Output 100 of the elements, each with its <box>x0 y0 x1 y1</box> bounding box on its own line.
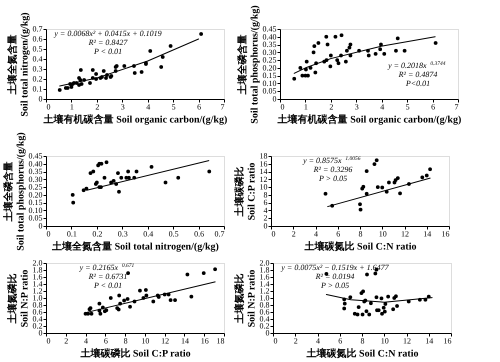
y-tick-label: 1.2 <box>32 286 42 296</box>
x-tick-label: 2 <box>95 102 100 112</box>
y-tick-label: 0.4 <box>260 314 270 324</box>
x-tick-label: 0.6 <box>194 230 204 238</box>
x-tick-label: 6 <box>197 102 202 112</box>
y-tick-label: 1.2 <box>260 286 270 296</box>
y-tick-label: 0.10 <box>262 78 276 88</box>
y-tick-label: 18 <box>260 152 268 160</box>
y-tick-label: 0 <box>264 222 268 230</box>
x-tick-label: 3 <box>354 102 359 112</box>
y-axis-title: 土壤碳磷比 Soil C:P ratio <box>234 162 258 220</box>
y-tick-label: 0.2 <box>32 74 42 84</box>
y-tick-label: 1.8 <box>32 266 42 274</box>
x-axis-title: 土壤有机碳含量 Soil organic carbon/(g/kg) <box>42 114 228 126</box>
y-tick-label: 0.10 <box>28 206 42 215</box>
x-axis-title: 土壤碳磷比 Soil C:P ratio <box>79 348 191 360</box>
x-tick-label: 12 <box>403 336 411 346</box>
x-tick-label: 4 <box>380 102 384 112</box>
x-tick-label: 6 <box>336 230 340 238</box>
y-tick-label: 8 <box>264 190 268 200</box>
y-tick-label: 1.8 <box>260 266 270 274</box>
y-tick-label: 0.40 <box>262 32 276 42</box>
annotation: P < 0.01 <box>92 47 122 56</box>
y-tick-label: 2.0 <box>260 258 270 268</box>
y-axis-title: 土壤全磷含量 Soil total phosphorus/(g/kg) <box>236 5 260 124</box>
y-tick-label: 0.35 <box>28 167 42 176</box>
y-tick-label: 0.2 <box>260 322 270 330</box>
x-tick-label: 18 <box>216 336 224 346</box>
x-tick-label: 10 <box>378 230 387 238</box>
y-tick-label: 14 <box>260 167 268 176</box>
x-tick-label: 16 <box>444 336 452 346</box>
y-tick-label: 0.3 <box>32 64 42 74</box>
y-tick-label: 0.05 <box>28 214 42 223</box>
x-tick-label: 0.3 <box>118 230 128 238</box>
x-tick-label: 2 <box>292 230 296 238</box>
annotation: P < 0.01 <box>92 281 122 290</box>
y-tick-label: 0.6 <box>260 308 270 316</box>
x-axis-title: 土壤碳氮比 Soil C:N ratio <box>304 240 416 252</box>
x-tick-label: 6 <box>431 102 436 112</box>
x-tick-label: 2 <box>64 336 68 346</box>
y-axis-title: 土壤全磷含量 Soil total phosphorus/(g/kg) <box>2 132 26 251</box>
y-tick-label: 0.05 <box>262 86 276 96</box>
x-tick-label: 8 <box>124 336 128 346</box>
x-tick-label: 4 <box>84 336 88 346</box>
y-tick-label: 0.8 <box>32 300 42 310</box>
y-tick-label: 0.1 <box>32 84 42 94</box>
y-tick-label: 0 <box>38 328 42 338</box>
y-tick-label: 1.6 <box>32 272 42 282</box>
x-tick-label: 16 <box>200 336 209 346</box>
y-tick-label: 0.30 <box>262 48 276 57</box>
y-tick-label: 0.20 <box>28 190 42 200</box>
annotation: R² = 0.3296 <box>312 165 352 174</box>
y-tick-label: 0.15 <box>262 71 276 80</box>
x-tick-label: 10 <box>380 336 389 346</box>
x-tick-label: 0.5 <box>168 230 179 238</box>
y-tick-label: 16 <box>260 159 268 168</box>
y-tick-label: 0.30 <box>28 174 42 184</box>
x-tick-label: 5 <box>406 102 410 112</box>
x-tick-label: 1 <box>70 102 74 112</box>
y-tick-label: 0.4 <box>32 314 42 324</box>
x-tick-label: 0.4 <box>143 230 154 238</box>
annotation: P<0.01 <box>404 79 430 88</box>
annotation: R² = 0.6731 <box>88 272 128 281</box>
x-tick-label: 14 <box>423 230 432 238</box>
y-axis-title: 土壤全氮含量 Soil total nitrogen/(g/kg) <box>6 12 30 117</box>
y-axis-title: 土壤氮磷比 Soil N:P ratio <box>234 270 258 328</box>
y-tick-label: 0 <box>266 328 270 338</box>
y-tick-label: 10 <box>260 182 268 192</box>
x-tick-label: 0.1 <box>66 230 77 238</box>
x-tick-label: 14 <box>425 336 434 346</box>
y-tick-label: 0.6 <box>32 34 42 44</box>
y-tick-label: 2 <box>264 214 268 223</box>
x-axis-title: 土壤全氮含量 Soil total nitrogen/(g/kg) <box>51 240 219 252</box>
y-tick-label: 1.0 <box>260 294 270 302</box>
x-tick-label: 6 <box>104 336 108 346</box>
x-tick-label: 4 <box>146 102 150 112</box>
y-tick-label: 0 <box>38 94 42 104</box>
y-tick-label: 0.2 <box>32 322 42 330</box>
x-tick-label: 16 <box>442 230 450 238</box>
x-tick-label: 0 <box>46 336 50 346</box>
y-tick-label: 0 <box>272 94 276 104</box>
y-tick-label: 0.15 <box>28 198 42 208</box>
y-tick-label: 0.5 <box>32 44 42 54</box>
y-tick-label: 12 <box>260 174 268 184</box>
y-tick-label: 0.4 <box>32 54 42 64</box>
y-tick-label: 1.4 <box>32 280 42 288</box>
annotation: P > 0.05 <box>318 174 348 183</box>
x-tick-label: 6 <box>338 336 342 346</box>
y-tick-label: 0.25 <box>28 182 42 192</box>
x-tick-label: 0 <box>46 102 50 112</box>
x-tick-label: 0 <box>46 230 50 238</box>
x-tick-label: 7 <box>454 102 458 112</box>
y-tick-label: 0.7 <box>32 24 42 34</box>
x-tick-label: 4 <box>316 336 320 346</box>
annotation: R² = 0.8427 <box>88 38 128 47</box>
x-tick-label: 2 <box>294 336 298 346</box>
x-tick-label: 10 <box>141 336 150 346</box>
y-tick-label: 0.45 <box>28 152 42 160</box>
y-tick-label: 0.35 <box>262 40 276 50</box>
x-tick-label: 8 <box>360 336 364 346</box>
